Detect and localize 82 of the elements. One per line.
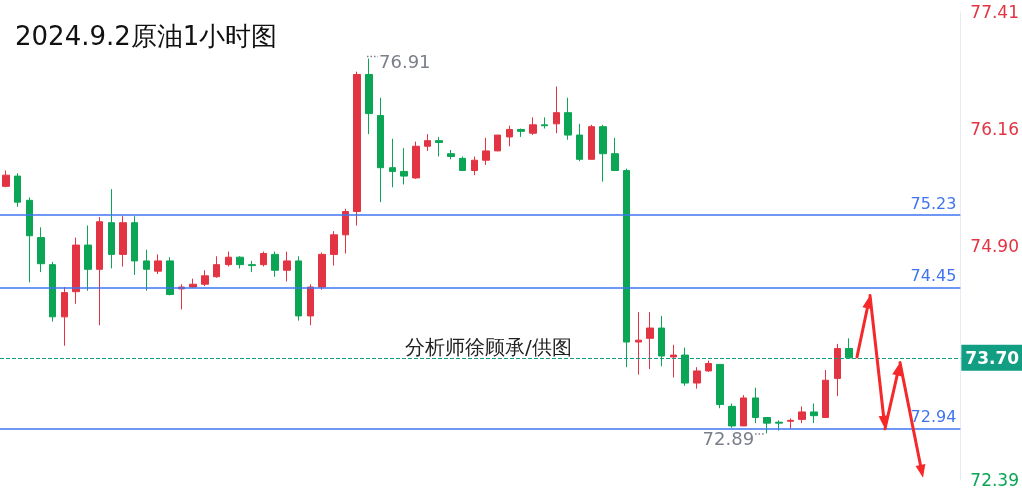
candlestick — [96, 216, 103, 326]
candlestick — [236, 255, 244, 269]
candlestick — [798, 405, 806, 424]
candlestick — [2, 169, 10, 188]
candlestick — [260, 251, 267, 268]
candlestick — [108, 188, 115, 269]
candlestick — [26, 197, 33, 283]
candlestick — [295, 255, 302, 322]
candlestick — [576, 123, 583, 162]
candlestick — [541, 116, 548, 130]
candlestick — [834, 343, 841, 397]
candlestick — [693, 366, 701, 390]
candlestick — [728, 403, 736, 429]
candlestick — [14, 172, 21, 208]
candlestick — [599, 124, 607, 183]
candlestick — [471, 156, 478, 176]
candlestick — [154, 253, 162, 275]
y-tick-label: 72.39 — [970, 470, 1019, 490]
y-tick-label: 77.41 — [970, 2, 1019, 22]
candlestick — [810, 403, 818, 424]
candlestick — [271, 251, 279, 278]
candlestick — [670, 344, 677, 378]
candlestick — [658, 315, 665, 367]
candlestick — [412, 141, 420, 180]
candlestick — [49, 261, 56, 323]
candlestick — [787, 417, 794, 430]
candlestick — [330, 230, 338, 267]
candlestick — [225, 251, 232, 268]
candlestick — [588, 124, 595, 160]
ref-line-label: 74.45 — [910, 266, 957, 286]
candlestick — [681, 347, 689, 387]
candlestick — [763, 417, 771, 434]
candlestick — [716, 363, 724, 409]
candlestick — [166, 256, 174, 296]
candlestick — [506, 125, 513, 147]
chart-title: 2024.9.2原油1小时图 — [15, 21, 278, 51]
candlestick — [752, 387, 759, 424]
candlestick — [283, 251, 291, 282]
candlestick — [307, 283, 314, 326]
candlestick — [705, 360, 712, 373]
candlestick — [494, 134, 501, 152]
candlestick — [61, 286, 68, 347]
candlestick — [377, 97, 384, 203]
candlestick — [201, 269, 209, 287]
candlestick — [459, 156, 466, 171]
candlestick — [400, 147, 408, 185]
candlestick — [248, 260, 256, 273]
candlestick — [740, 394, 747, 427]
candlestick — [143, 249, 150, 292]
candlestick — [389, 138, 396, 188]
candlestick — [424, 133, 431, 152]
candlestick — [822, 369, 829, 419]
candlestick — [353, 71, 361, 226]
candlestick — [119, 215, 127, 268]
candlestick — [84, 224, 92, 292]
candlestick — [365, 58, 373, 135]
candlestick — [435, 136, 443, 157]
annotation: 分析师徐顾承/供图 — [405, 335, 572, 359]
candlestick — [131, 215, 138, 276]
candlestick — [611, 137, 619, 171]
candlestick — [564, 97, 572, 141]
ref-line-label: 75.23 — [910, 193, 957, 213]
annotation: 72.89 — [702, 427, 755, 449]
annotation: 76.91 — [379, 50, 431, 72]
candlestick — [529, 116, 537, 136]
candlestick — [447, 149, 455, 160]
candlestick — [646, 311, 654, 370]
candlestick — [623, 168, 630, 368]
candlestick — [775, 419, 783, 432]
candlestick — [553, 86, 560, 134]
candlestick — [845, 337, 853, 359]
candlestick — [72, 237, 80, 305]
candlestick — [318, 252, 326, 291]
ref-line-label: 73.70 — [965, 347, 1020, 368]
y-tick-label: 76.16 — [970, 118, 1019, 139]
candlestick — [517, 128, 525, 138]
candlestick — [342, 208, 349, 254]
candlestick — [482, 137, 490, 166]
candlestick — [635, 311, 642, 376]
candlestick — [213, 255, 220, 279]
candlestick — [37, 226, 45, 273]
y-tick-label: 74.90 — [970, 236, 1019, 256]
